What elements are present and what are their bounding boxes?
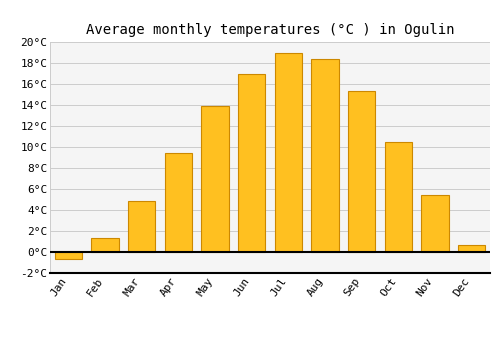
Bar: [384, 142, 412, 252]
Bar: [421, 195, 448, 252]
Bar: [201, 106, 229, 252]
Bar: [238, 74, 266, 252]
Title: Average monthly temperatures (°C ) in Ogulin: Average monthly temperatures (°C ) in Og…: [86, 23, 454, 37]
Bar: [128, 201, 156, 252]
Bar: [164, 153, 192, 252]
Bar: [54, 252, 82, 259]
Bar: [348, 91, 376, 252]
Bar: [311, 59, 339, 252]
Bar: [91, 238, 119, 252]
Bar: [458, 245, 485, 252]
Bar: [274, 52, 302, 252]
